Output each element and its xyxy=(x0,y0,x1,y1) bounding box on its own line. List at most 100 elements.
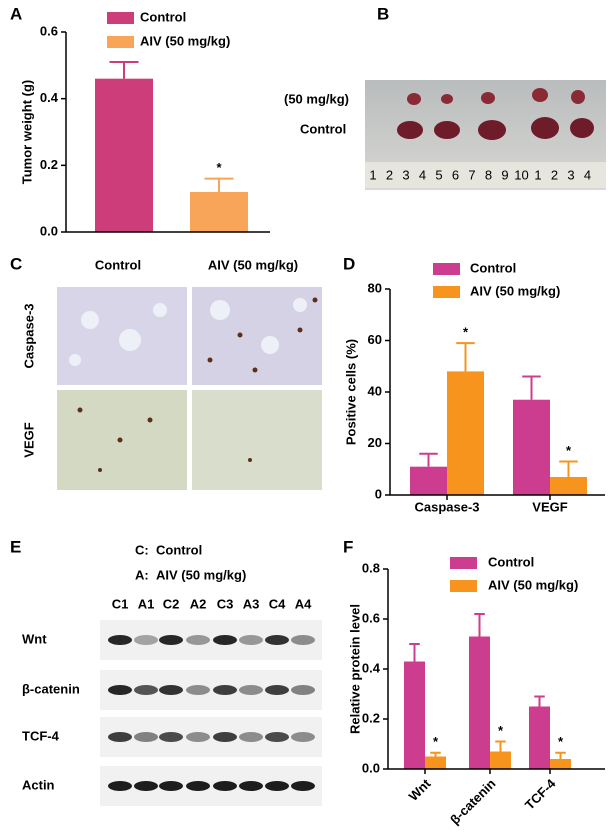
significance-mark: * xyxy=(566,443,572,458)
y-tick-label: 0.4 xyxy=(40,90,59,105)
blot-band xyxy=(186,685,210,695)
key-text: Control xyxy=(156,542,202,557)
lane-label: A4 xyxy=(295,596,312,611)
cell-vacuoles xyxy=(69,298,307,366)
tumors xyxy=(397,88,594,140)
bar xyxy=(469,636,490,769)
legend-label: Control xyxy=(140,9,186,24)
ruler-label: 4 xyxy=(419,167,426,182)
blot-band xyxy=(108,732,132,742)
lane-label: C1 xyxy=(112,596,129,611)
bar xyxy=(404,661,425,769)
ruler-label: 4 xyxy=(584,167,591,182)
bar xyxy=(529,706,550,769)
ruler-label: 10 xyxy=(514,167,528,182)
legend-label: AIV (50 mg/kg) xyxy=(470,283,560,298)
significance-mark: * xyxy=(558,734,564,749)
bar xyxy=(550,759,571,769)
blot-band xyxy=(239,732,263,742)
blot-band xyxy=(159,781,183,791)
error-bar xyxy=(555,751,566,759)
row-label: VEGF xyxy=(21,422,36,457)
y-tick-label: 60 xyxy=(368,332,382,347)
blot-label: β-catenin xyxy=(22,681,80,696)
panel-label: F xyxy=(343,537,353,556)
blot-band xyxy=(186,781,210,791)
legend-label: AIV (50 mg/kg) xyxy=(140,33,230,48)
significance-mark: * xyxy=(216,160,222,175)
ruler-label: 1 xyxy=(534,167,541,182)
bar xyxy=(410,466,447,495)
photo-label: (50 mg/kg) xyxy=(284,91,349,106)
ruler-label: 6 xyxy=(452,167,459,182)
blot-band xyxy=(265,635,289,645)
legend-swatch xyxy=(450,557,477,569)
lane-label: C2 xyxy=(163,596,180,611)
blot-band xyxy=(186,732,210,742)
blot-band xyxy=(159,685,183,695)
blot-band xyxy=(291,635,315,645)
photo-label: Control xyxy=(300,121,346,136)
y-tick-label: 0 xyxy=(375,486,382,501)
y-tick-label: 0.6 xyxy=(362,610,380,625)
error-bar xyxy=(109,61,139,79)
significance-mark: * xyxy=(433,734,439,749)
significance-mark: * xyxy=(463,325,469,340)
western-blots xyxy=(100,620,322,806)
stained-nuclei xyxy=(77,297,318,472)
blot-band xyxy=(265,685,289,695)
blot-band xyxy=(134,635,158,645)
error-bar xyxy=(456,342,475,372)
key-code: C: xyxy=(135,542,149,557)
bar xyxy=(550,476,587,495)
ruler-label: 8 xyxy=(485,167,492,182)
legend-label: Control xyxy=(470,260,516,275)
legend-swatch xyxy=(450,580,477,592)
ruler-label: 2 xyxy=(386,167,393,182)
column-label: AIV (50 mg/kg) xyxy=(208,257,298,272)
y-tick-label: 40 xyxy=(368,383,382,398)
x-tick-label: Caspase-3 xyxy=(414,499,479,514)
legend-label: Control xyxy=(488,554,534,569)
significance-mark: * xyxy=(498,723,504,738)
blot-band xyxy=(108,685,132,695)
error-bar xyxy=(409,643,420,662)
ruler-label: 9 xyxy=(501,167,508,182)
ihc-image xyxy=(192,390,322,490)
y-tick-label: 0.0 xyxy=(362,760,380,775)
legend-swatch xyxy=(107,12,134,24)
error-bar xyxy=(419,452,438,467)
y-axis-label: Positive cells (%) xyxy=(343,339,358,445)
lane-label: A1 xyxy=(138,596,155,611)
error-bar xyxy=(559,460,578,477)
error-bar xyxy=(522,375,541,400)
error-bar xyxy=(204,177,234,192)
bar xyxy=(190,192,248,232)
lane-label: A3 xyxy=(243,596,260,611)
bar xyxy=(513,399,550,495)
bar xyxy=(447,371,484,495)
blot-band xyxy=(265,781,289,791)
row-label: Caspase-3 xyxy=(21,303,36,368)
lane-label: C3 xyxy=(217,596,234,611)
legend-label: AIV (50 mg/kg) xyxy=(488,577,578,592)
panel-label: D xyxy=(343,254,355,273)
ruler-label: 3 xyxy=(402,167,409,182)
blot-label: TCF-4 xyxy=(22,728,60,743)
error-bar xyxy=(495,740,506,752)
key-text: AIV (50 mg/kg) xyxy=(156,567,246,582)
ruler-label: 7 xyxy=(468,167,475,182)
blot-band xyxy=(159,732,183,742)
blot-band xyxy=(239,635,263,645)
blot-band xyxy=(291,732,315,742)
y-tick-label: 20 xyxy=(368,435,382,450)
y-tick-label: 80 xyxy=(368,280,382,295)
panel-label: E xyxy=(10,537,21,556)
blot-band xyxy=(186,635,210,645)
blot-band xyxy=(213,732,237,742)
x-tick-label: VEGF xyxy=(532,499,567,514)
blot-band xyxy=(239,685,263,695)
ruler-label: 2 xyxy=(551,167,558,182)
ruler-label: 5 xyxy=(435,167,442,182)
